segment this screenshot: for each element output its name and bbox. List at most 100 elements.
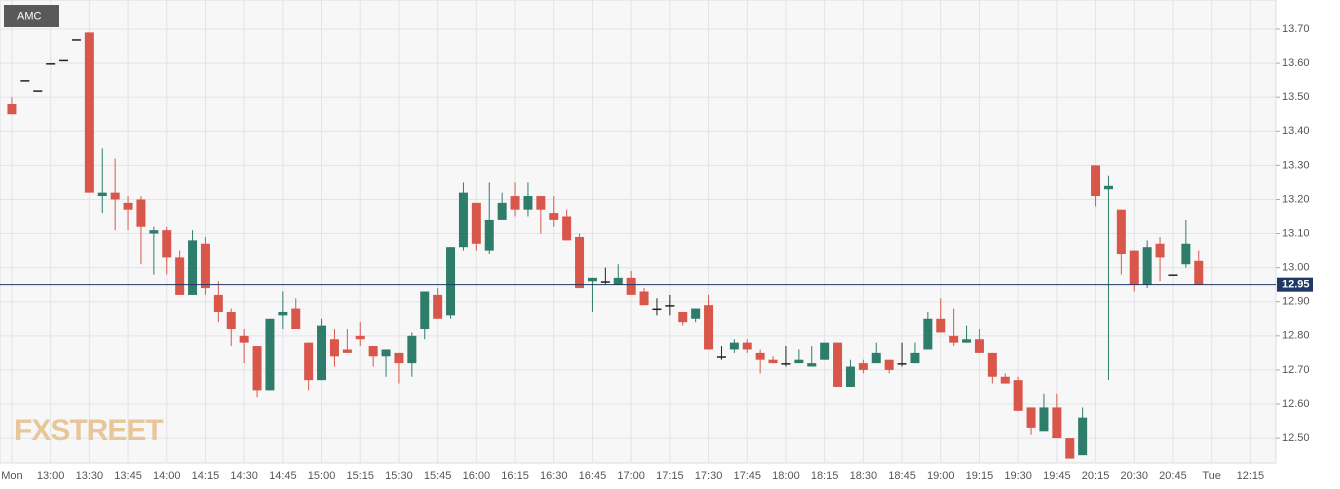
candle-body xyxy=(433,294,443,319)
candle-body xyxy=(704,305,714,350)
candle-body xyxy=(1116,209,1126,255)
candle-body xyxy=(678,311,688,323)
y-tick-label: 12.50 xyxy=(1282,432,1310,444)
candle-body xyxy=(962,339,972,343)
candle-body xyxy=(768,359,778,364)
candle-body xyxy=(936,318,946,333)
candle-body xyxy=(858,363,868,370)
candle-body xyxy=(329,339,339,357)
x-tick-label: 16:00 xyxy=(463,470,491,482)
plot-area xyxy=(0,0,1277,464)
x-tick-label: 17:45 xyxy=(733,470,761,482)
y-tick-label: 12.70 xyxy=(1282,364,1310,376)
candle-body xyxy=(368,346,378,357)
candle-body xyxy=(239,335,249,343)
x-tick-label: 16:30 xyxy=(540,470,568,482)
candles xyxy=(7,32,1204,459)
candle-body xyxy=(833,342,843,387)
candle-body xyxy=(1065,438,1075,459)
x-tick-label: 17:00 xyxy=(617,470,645,482)
x-tick-label: 20:45 xyxy=(1159,470,1187,482)
candle-body xyxy=(652,308,662,311)
candle-body xyxy=(265,318,275,391)
candle-body xyxy=(807,363,817,367)
candle-body xyxy=(587,277,597,282)
candle-body xyxy=(626,277,636,295)
candle-body xyxy=(149,230,159,234)
candle-body xyxy=(1155,243,1165,258)
candle-body xyxy=(820,342,830,360)
candle-body xyxy=(562,216,572,241)
candle-body xyxy=(1181,243,1191,265)
candle-body xyxy=(781,363,791,365)
x-tick-label: 14:30 xyxy=(230,470,258,482)
x-tick-label: 19:30 xyxy=(1004,470,1032,482)
candle-body xyxy=(794,359,804,364)
candle-body xyxy=(871,352,881,364)
candle-body xyxy=(523,196,533,210)
candle-body xyxy=(458,192,468,248)
candle-body xyxy=(639,291,649,306)
x-tick-label: 15:45 xyxy=(424,470,452,482)
x-tick-label: 13:45 xyxy=(114,470,142,482)
x-tick-label: 18:15 xyxy=(811,470,839,482)
x-tick-label: 14:45 xyxy=(269,470,297,482)
candle-body xyxy=(575,236,585,289)
y-tick-label: 13.70 xyxy=(1282,23,1310,35)
y-tick-label: 13.40 xyxy=(1282,125,1310,137)
candle-body xyxy=(1026,407,1036,428)
candle-body xyxy=(716,356,726,358)
y-tick-label: 13.10 xyxy=(1282,227,1310,239)
y-tick-label: 12.90 xyxy=(1282,296,1310,308)
last-price-label: 12.95 xyxy=(1282,279,1310,291)
x-tick-label: 14:00 xyxy=(153,470,181,482)
y-tick-label: 13.00 xyxy=(1282,262,1310,274)
candle-body xyxy=(71,39,81,41)
candle-body xyxy=(304,342,314,381)
candle-body xyxy=(33,90,43,92)
candle-body xyxy=(845,366,855,387)
candle-body xyxy=(381,349,391,357)
x-tick-label: 20:30 xyxy=(1120,470,1148,482)
candle-body xyxy=(355,335,365,340)
candle-body xyxy=(742,342,752,350)
x-tick-label: 16:15 xyxy=(501,470,529,482)
y-tick-label: 12.60 xyxy=(1282,398,1310,410)
candle-body xyxy=(471,202,481,244)
candle-body xyxy=(484,219,494,251)
candle-body xyxy=(110,192,120,200)
y-tick-label: 13.50 xyxy=(1282,91,1310,103)
candle-body xyxy=(923,318,933,350)
candle-body xyxy=(394,352,404,364)
candle-body xyxy=(987,352,997,377)
candle-body xyxy=(1052,407,1062,439)
symbol: AMC xyxy=(17,10,42,22)
candle-body xyxy=(1168,274,1178,276)
candle-body xyxy=(446,247,456,316)
x-tick-label: 20:15 xyxy=(1082,470,1110,482)
candle-body xyxy=(59,59,69,62)
candle-body xyxy=(910,352,920,364)
candle-body xyxy=(1078,417,1088,456)
x-tick-label: 12:15 xyxy=(1237,470,1265,482)
candle-body xyxy=(613,277,623,285)
candle-body xyxy=(510,196,520,210)
x-tick-label: 18:00 xyxy=(772,470,800,482)
candle-body xyxy=(1000,376,1010,384)
x-tick-label: 16:45 xyxy=(579,470,607,482)
candle-body xyxy=(420,291,430,330)
candle-body xyxy=(949,335,959,343)
x-tick-label: 17:30 xyxy=(695,470,723,482)
candle-body xyxy=(536,196,546,210)
candle-body xyxy=(974,339,984,353)
x-tick-label: 15:15 xyxy=(346,470,374,482)
x-tick-label: 14:15 xyxy=(192,470,220,482)
candle-body xyxy=(136,199,146,227)
candle-body xyxy=(7,103,17,115)
candle-body xyxy=(291,308,301,330)
y-tick-label: 12.80 xyxy=(1282,330,1310,342)
candle-body xyxy=(162,230,172,258)
candle-body xyxy=(1039,407,1049,432)
candle-body xyxy=(1129,250,1139,285)
